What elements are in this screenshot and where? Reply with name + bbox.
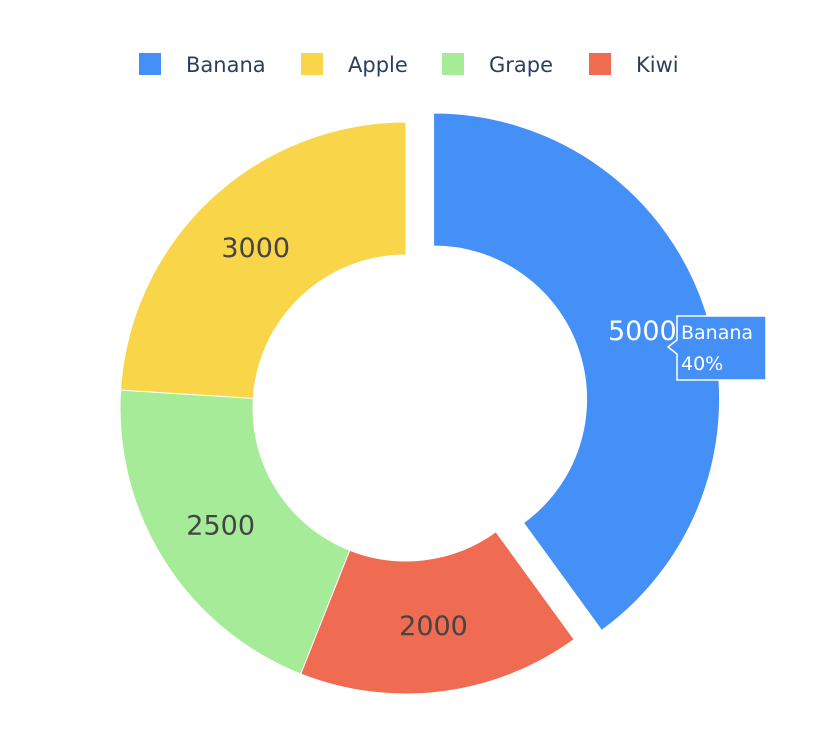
legend-label-kiwi: Kiwi	[636, 53, 679, 77]
legend-item-grape[interactable]: Grape	[442, 53, 553, 77]
legend-item-apple[interactable]: Apple	[301, 53, 408, 77]
slice-value-label-kiwi: 2000	[399, 611, 468, 642]
legend-swatch-apple	[301, 53, 323, 75]
legend-swatch-grape	[442, 53, 464, 75]
legend-label-apple: Apple	[348, 53, 408, 77]
legend-item-banana[interactable]: Banana	[139, 53, 266, 77]
slice-banana[interactable]	[433, 112, 720, 632]
legend: Banana Apple Grape Kiwi	[139, 53, 679, 77]
legend-label-banana: Banana	[186, 53, 266, 77]
tooltip-percent: 40%	[681, 353, 723, 375]
legend-label-grape: Grape	[489, 53, 553, 77]
slice-apple[interactable]	[120, 121, 407, 399]
legend-swatch-banana	[139, 53, 161, 75]
slice-kiwi[interactable]	[300, 531, 575, 695]
slice-labels: 5000 2000 2500 3000	[186, 233, 676, 642]
slice-grape[interactable]	[119, 389, 351, 675]
slice-value-label-grape: 2500	[186, 511, 255, 542]
tooltip-box	[666, 315, 767, 381]
legend-item-kiwi[interactable]: Kiwi	[589, 53, 679, 77]
hover-tooltip: Banana 40%	[666, 315, 767, 381]
legend-swatch-kiwi	[589, 53, 611, 75]
slices	[119, 112, 720, 695]
tooltip-label: Banana	[681, 322, 753, 344]
slice-value-label-apple: 3000	[221, 233, 290, 264]
slice-value-label-banana: 5000	[608, 316, 677, 347]
